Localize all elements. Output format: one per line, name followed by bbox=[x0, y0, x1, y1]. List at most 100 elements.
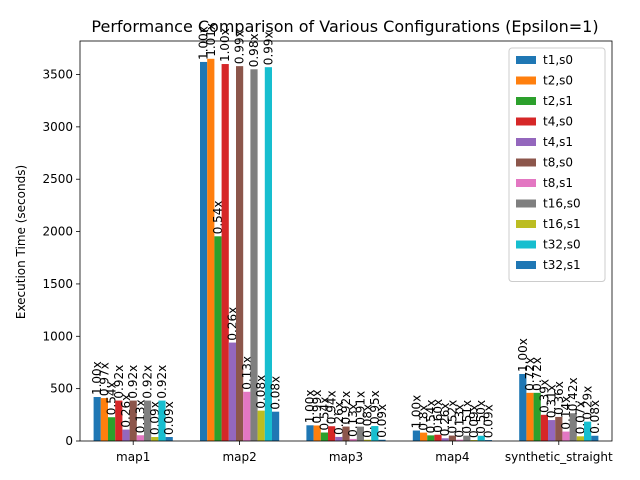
legend-label: t32,s0 bbox=[543, 238, 581, 252]
x-tick-label: map4 bbox=[435, 450, 469, 464]
data-label: 0.98x bbox=[247, 33, 261, 67]
legend-label: t1,s0 bbox=[543, 53, 573, 67]
data-label: 1.00x bbox=[303, 389, 317, 423]
data-label: 0.36x bbox=[552, 381, 566, 415]
bar-t16-s0-map2 bbox=[250, 69, 258, 442]
y-tick-label: 3000 bbox=[42, 120, 73, 134]
data-label: 0.08x bbox=[361, 404, 375, 438]
legend-label: t32,s1 bbox=[543, 258, 581, 272]
legend-label: t2,s1 bbox=[543, 94, 573, 108]
data-label: 1.00x bbox=[90, 361, 104, 395]
bar-t2-s0-map1 bbox=[100, 398, 108, 441]
data-label: 0.54x bbox=[105, 381, 119, 415]
data-label: 0.92x bbox=[339, 391, 353, 425]
x-tick-label: map2 bbox=[222, 450, 256, 464]
data-label: 0.60x bbox=[431, 399, 445, 433]
data-label: 0.54x bbox=[317, 397, 331, 431]
bar-t8-s1-map2 bbox=[243, 391, 251, 441]
data-label: 0.92x bbox=[141, 365, 155, 399]
bar-t2-s1-map2 bbox=[214, 236, 222, 441]
bar-t4-s0-map2 bbox=[221, 64, 229, 441]
bar-t4-s1-map3 bbox=[335, 436, 343, 441]
data-label: 0.08x bbox=[588, 400, 602, 434]
data-label: 0.26x bbox=[119, 394, 133, 428]
bar-t4-s0-synthetic_straight bbox=[540, 414, 548, 441]
bar-t2-s0-map3 bbox=[313, 425, 321, 441]
data-label: 0.13x bbox=[453, 404, 467, 438]
x-tick-label: synthetic_straight bbox=[505, 450, 613, 464]
bar-t16-s1-map2 bbox=[257, 410, 265, 441]
data-label: 0.09x bbox=[481, 404, 495, 438]
y-tick-label: 500 bbox=[50, 382, 73, 396]
x-tick-label: map1 bbox=[116, 450, 150, 464]
bar-t16-s1-map1 bbox=[151, 437, 159, 441]
bar-t4-s0-map4 bbox=[434, 434, 442, 441]
data-label: 0.99x bbox=[310, 390, 324, 424]
legend-swatch bbox=[516, 199, 536, 208]
data-label: 0.51x bbox=[460, 400, 474, 434]
legend-swatch bbox=[516, 97, 536, 105]
bar-t32-s1-map3 bbox=[378, 439, 386, 441]
bar-t1-s0-synthetic_straight bbox=[519, 373, 527, 441]
data-label: 0.95x bbox=[368, 390, 382, 424]
y-tick-label: 0 bbox=[65, 434, 73, 448]
data-label: 0.26x bbox=[225, 307, 239, 341]
bar-t32-s0-map2 bbox=[264, 67, 272, 442]
data-label: 0.99x bbox=[261, 31, 275, 65]
bar-t8-s0-map1 bbox=[129, 400, 137, 441]
data-label: 0.09x bbox=[375, 404, 389, 438]
bar-t32-s1-synthetic_straight bbox=[591, 435, 599, 441]
data-label: 0.54x bbox=[211, 200, 225, 234]
legend-swatch bbox=[516, 261, 536, 269]
bar-t16-s1-map4 bbox=[470, 440, 478, 441]
data-label: 0.13x bbox=[133, 399, 147, 433]
data-label: 0.50x bbox=[474, 400, 488, 434]
bar-t8-s1-map3 bbox=[349, 438, 357, 441]
legend-label: t8,s1 bbox=[543, 176, 573, 190]
bar-t32-s0-synthetic_straight bbox=[584, 421, 592, 441]
data-label: 0.54x bbox=[424, 400, 438, 434]
legend-label: t2,s0 bbox=[543, 74, 573, 88]
data-label: 0.31x bbox=[545, 384, 559, 418]
bar-t4-s0-map3 bbox=[328, 426, 336, 441]
bar-t32-s1-map4 bbox=[484, 440, 492, 441]
bar-t16-s0-map4 bbox=[463, 435, 471, 441]
data-label: 0.09x bbox=[162, 401, 176, 435]
bar-t32-s1-map2 bbox=[272, 411, 280, 441]
legend-label: t4,s1 bbox=[543, 135, 573, 149]
legend-label: t16,s0 bbox=[543, 197, 581, 211]
x-tick-label: map3 bbox=[329, 450, 363, 464]
bar-t8-s1-synthetic_straight bbox=[562, 431, 570, 441]
bar-t2-s1-map4 bbox=[427, 435, 435, 441]
y-tick-label: 2000 bbox=[42, 225, 73, 239]
data-label: 0.09x bbox=[467, 404, 481, 438]
legend-swatch bbox=[516, 158, 536, 167]
data-label: 1.00x bbox=[516, 338, 530, 372]
bar-t32-s1-map1 bbox=[165, 437, 173, 441]
data-label: 0.42x bbox=[566, 377, 580, 411]
data-label: 0.72x bbox=[523, 357, 537, 391]
legend-swatch bbox=[516, 179, 536, 187]
bar-t16-s0-map3 bbox=[356, 426, 364, 441]
data-label: 0.13x bbox=[346, 403, 360, 437]
data-label: 0.52x bbox=[445, 400, 459, 434]
bar-t4-s1-map1 bbox=[122, 429, 130, 441]
data-label: 1.01x bbox=[204, 23, 218, 57]
legend-swatch bbox=[516, 117, 536, 126]
bar-t8-s1-map4 bbox=[456, 439, 464, 441]
data-label: 0.29x bbox=[581, 386, 595, 420]
data-label: 0.08x bbox=[254, 375, 268, 409]
data-label: 0.99x bbox=[233, 30, 247, 64]
data-label: 0.8x bbox=[417, 404, 431, 430]
data-label: 0.92x bbox=[155, 365, 169, 399]
y-axis-label: Execution Time (seconds) bbox=[14, 165, 28, 319]
y-tick-label: 1500 bbox=[42, 277, 73, 291]
bar-t2-s0-map2 bbox=[207, 58, 215, 442]
data-label: 0.72x bbox=[530, 357, 544, 391]
data-label: 1.00x bbox=[409, 395, 423, 429]
bar-t4-s1-synthetic_straight bbox=[548, 420, 556, 441]
bar-t32-s0-map1 bbox=[158, 400, 166, 441]
bar-t32-s0-map3 bbox=[371, 426, 379, 441]
chart-title: Performance Comparison of Various Config… bbox=[91, 17, 598, 36]
